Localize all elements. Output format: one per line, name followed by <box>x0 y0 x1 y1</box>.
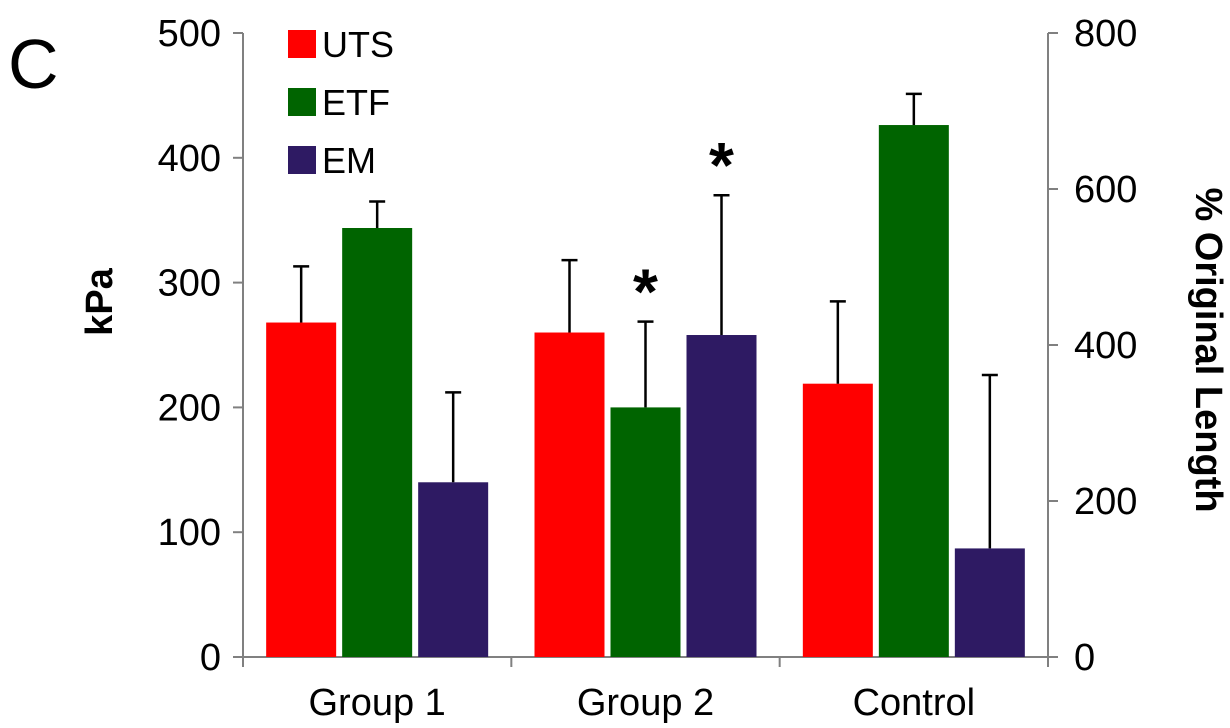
y-tick-label: 0 <box>200 637 221 679</box>
x-tick-label: Group 2 <box>577 682 714 724</box>
bar-etf <box>342 228 413 657</box>
legend-swatch-etf <box>288 88 316 116</box>
significance-marker: * <box>709 129 734 201</box>
y-tick-label: 500 <box>158 13 221 55</box>
legend-swatch-uts <box>288 30 316 58</box>
y2-axis-title: % Original Length <box>1187 187 1229 512</box>
bar-uts <box>802 383 873 657</box>
y2-tick-label: 400 <box>1074 325 1137 367</box>
y2-tick-label: 0 <box>1074 637 1095 679</box>
bar-em <box>418 482 489 657</box>
significance-marker: * <box>633 256 658 328</box>
y2-tick-label: 800 <box>1074 13 1137 55</box>
bar-em <box>686 335 757 657</box>
y-tick-label: 400 <box>158 138 221 180</box>
y-axis-title: kPa <box>79 267 121 335</box>
panel-label: C <box>8 25 59 103</box>
bar-em <box>954 548 1025 657</box>
y-tick-label: 200 <box>158 387 221 429</box>
y-tick-label: 100 <box>158 512 221 554</box>
y2-tick-label: 200 <box>1074 481 1137 523</box>
x-tick-label: Group 1 <box>309 682 446 724</box>
bar-etf <box>610 407 681 657</box>
legend-swatch-em <box>288 146 316 174</box>
bar-uts <box>534 332 605 657</box>
bar-etf <box>878 125 949 658</box>
bar-uts <box>266 322 337 657</box>
y-tick-label: 300 <box>158 263 221 305</box>
legend-label-uts: UTS <box>322 24 394 65</box>
axes: 0 100 200 300 400 500 0 200 400 600 800 Group 1 Grou… <box>158 13 1138 724</box>
x-tick-label: Control <box>853 682 976 724</box>
legend-label-em: EM <box>322 140 376 181</box>
legend-label-etf: ETF <box>322 82 390 123</box>
legend: UTS ETF EM <box>288 24 394 181</box>
bars: ** <box>266 92 1025 658</box>
y2-tick-label: 600 <box>1074 169 1137 211</box>
